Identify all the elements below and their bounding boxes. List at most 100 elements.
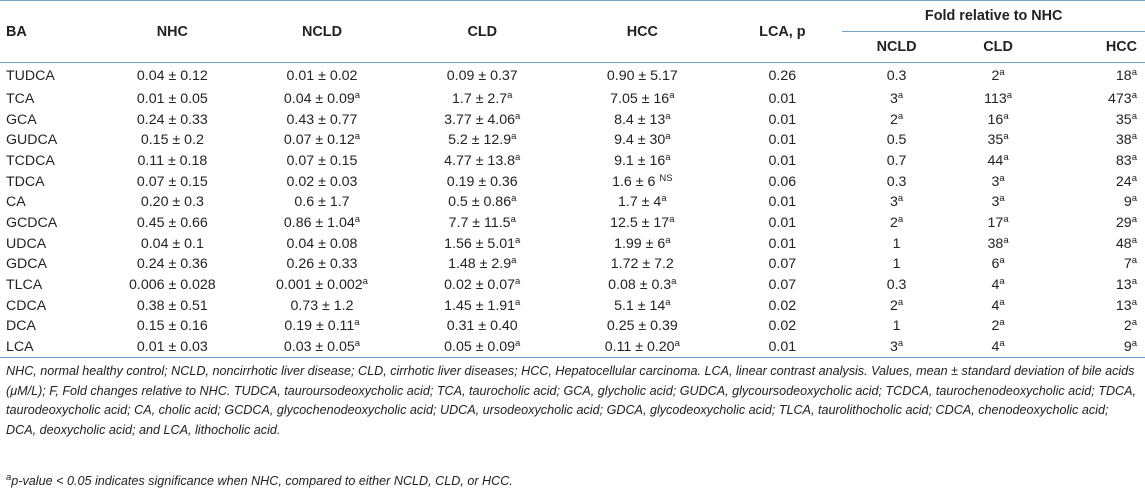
table-footnotes: NHC, normal healthy control; NCLD, nonci… [6,362,1138,440]
cell-value: 0.01 ± 0.05 [136,90,208,107]
cell-f-ncld: 2a [842,109,950,130]
cell-value: 3.77 ± 4.06 [444,111,516,128]
cell-ncld: 0.03 ± 0.05a [242,337,402,358]
cell-superscript: a [515,276,521,288]
cell-value: 0.01 [768,214,797,231]
cell-f-cld: 3a [951,192,1046,213]
cell-value: 0.73 ± 1.2 [290,297,354,314]
cell-value: 35 [987,132,1004,149]
cell-f-hcc: 9a [1045,337,1145,358]
header-ba: BA [6,23,27,40]
cell-lca: 0.01 [722,337,842,358]
cell-value: 1.72 ± 7.2 [610,256,674,273]
cell-value: 0.07 ± 0.12 [283,132,355,149]
cell-f-ncld: 0.3 [842,275,950,296]
cell-ba: TLCA [0,275,103,296]
cell-hcc: 1.72 ± 7.2 [562,254,722,275]
cell-value: 0.01 ± 0.02 [286,67,358,84]
header-fold-hcc: HCC [1105,39,1137,55]
cell-f-hcc: 24a [1045,171,1145,192]
cell-superscript: a [897,338,904,350]
cell-superscript: a [1131,276,1137,288]
cell-ncld: 0.73 ± 1.2 [242,295,402,316]
cell-superscript: a [515,151,521,163]
cell-value: 0.86 ± 1.04 [283,214,355,231]
cell-nhc: 0.20 ± 0.3 [103,192,242,213]
cell-superscript: a [1131,89,1137,101]
cell-superscript: a [665,110,671,122]
cell-value: 18 [1115,67,1132,84]
cell-ncld: 0.19 ± 0.11a [242,316,402,337]
cell-superscript: a [1131,131,1137,143]
cell-value: 7 [1123,256,1132,273]
cell-f-hcc: 18a [1045,63,1145,89]
table-row: LCA 0.01 ± 0.03 0.03 ± 0.05a 0.05 ± 0.09a 0.… [0,337,1145,358]
cell-value: 1.56 ± 5.01 [444,235,516,252]
cell-f-hcc: 29a [1045,213,1145,234]
cell-value: 0.07 ± 0.15 [136,173,208,190]
abbreviations-note: NHC, normal healthy control; NCLD, nonci… [6,364,1137,437]
cell-ba: TCA [0,89,103,110]
cell-value: 0.01 ± 0.03 [136,339,208,356]
cell-lca: 0.01 [722,151,842,172]
cell-superscript: a [665,131,671,143]
cell-value: 38 [987,235,1004,252]
cell-f-ncld: 1 [842,316,950,337]
cell-value: 0.26 [768,67,797,84]
cell-lca: 0.01 [722,233,842,254]
cell-value: 1.7 ± 2.7 [452,90,508,107]
cell-superscript: a [999,296,1005,308]
cell-superscript: a [669,89,675,101]
cell-value: 0.01 [768,339,797,356]
cell-cld: 4.77 ± 13.8a [402,151,562,172]
cell-ba: LCA [0,337,103,358]
cell-ba: UDCA [0,233,103,254]
cell-value: TCA [6,90,35,107]
cell-f-ncld: 0.7 [842,151,950,172]
header-lca: LCA, p [759,23,806,40]
cell-hcc: 8.4 ± 13a [562,109,722,130]
cell-value: 13 [1115,277,1132,294]
cell-value: 0.02 [768,318,797,335]
cell-value: 0.001 ± 0.002 [275,277,363,294]
cell-superscript: a [515,110,521,122]
cell-value: 0.08 ± 0.3 [608,277,672,294]
cell-hcc: 1.99 ± 6a [562,233,722,254]
cell-value: 48 [1115,235,1132,252]
cell-hcc: 1.6 ± 6 NS [562,171,722,192]
significance-text: p-value < 0.05 indicates significance wh… [11,474,513,488]
table-row: TCDCA 0.11 ± 0.18 0.07 ± 0.15 4.77 ± 13.8a 9… [0,151,1145,172]
cell-ncld: 0.01 ± 0.02 [242,63,402,89]
cell-value: 1.45 ± 1.91 [444,297,516,314]
cell-value: 0.5 ± 0.86 [448,194,512,211]
cell-value: TCDCA [6,152,55,169]
cell-lca: 0.02 [722,295,842,316]
cell-value: 2 [890,297,898,314]
cell-value: 2 [1123,318,1132,335]
cell-value: GCDCA [6,214,58,231]
table-row: GDCA 0.24 ± 0.36 0.26 ± 0.33 1.48 ± 2.9a 1.7… [0,254,1145,275]
cell-value: 0.04 ± 0.08 [286,235,358,252]
cell-value: 13 [1115,297,1132,314]
header-hcc: HCC [626,23,658,40]
cell-superscript: a [1131,151,1137,163]
cell-value: LCA [6,339,34,356]
table-row: TUDCA 0.04 ± 0.12 0.01 ± 0.02 0.09 ± 0.37 0.… [0,63,1145,89]
cell-superscript: a [665,151,671,163]
cell-value: 0.24 ± 0.36 [136,256,208,273]
cell-cld: 1.56 ± 5.01a [402,233,562,254]
cell-value: 16 [987,111,1004,128]
cell-value: 0.38 ± 0.51 [136,297,208,314]
cell-superscript: a [897,89,904,101]
cell-value: 0.01 [768,111,797,128]
cell-nhc: 0.24 ± 0.36 [103,254,242,275]
cell-value: 0.01 [768,90,797,107]
cell-value: 0.01 [768,132,797,149]
cell-superscript: a [1006,89,1013,101]
cell-value: 0.3 [886,277,907,294]
cell-f-cld: 2a [951,316,1046,337]
cell-ba: CDCA [0,295,103,316]
cell-value: 3 [991,173,1000,190]
cell-superscript: a [897,213,904,225]
